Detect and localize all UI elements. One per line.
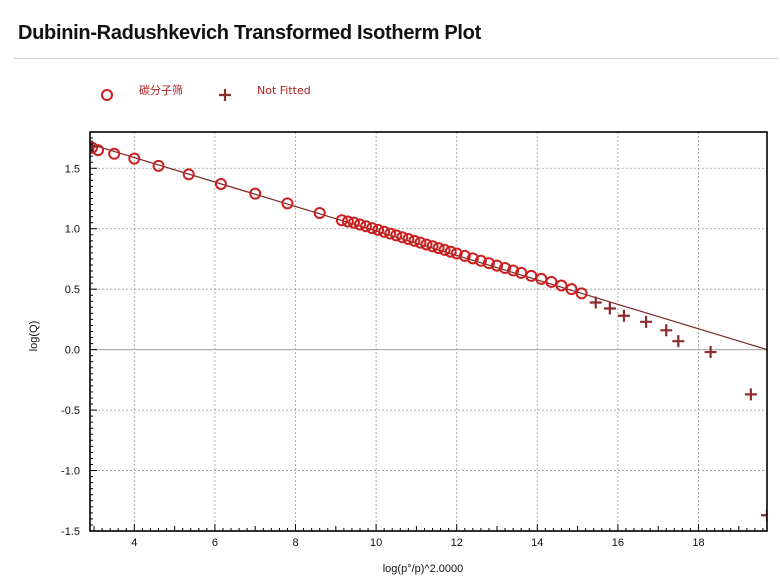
fitted-point[interactable] [378, 225, 391, 238]
fitted-point[interactable] [335, 214, 348, 227]
legend-label-fitted: 碳分子筛 [139, 83, 183, 97]
fitted-point[interactable] [360, 220, 373, 233]
fitted-point[interactable] [249, 187, 262, 200]
legend-entry-not-fitted[interactable]: Not Fitted [219, 84, 311, 101]
data-markers [90, 140, 773, 522]
y-tick-label: 0.0 [65, 345, 80, 357]
plot-background [90, 132, 767, 531]
x-tick-label: 10 [370, 537, 382, 549]
fitted-point[interactable] [152, 159, 165, 172]
fitted-point[interactable] [402, 233, 415, 246]
y-tick-label: -1.0 [61, 466, 80, 478]
fitted-point[interactable] [545, 275, 558, 288]
x-axis-ticks: 4 6 8 10 12 14 16 18 [93, 524, 764, 549]
fitted-point[interactable] [491, 259, 504, 272]
fitted-point[interactable] [499, 262, 512, 275]
fitted-point[interactable] [426, 240, 439, 253]
fitted-point[interactable] [182, 168, 195, 181]
title-divider [14, 58, 778, 59]
plot-area[interactable] [86, 131, 773, 532]
y-axis-ticks: -1.5 -1.0 -0.5 0.0 0.5 1.0 1.5 [61, 131, 97, 538]
not-fitted-point[interactable] [640, 315, 653, 328]
fitted-point[interactable] [482, 257, 495, 270]
fitted-point[interactable] [372, 223, 385, 236]
legend-circle-marker [101, 89, 113, 101]
not-fitted-point[interactable] [744, 388, 757, 401]
not-fitted-point[interactable] [617, 309, 630, 322]
fitted-point[interactable] [214, 177, 227, 190]
plus-marker-icon [219, 89, 231, 101]
fitted-point[interactable] [444, 245, 457, 258]
y-tick-label: 1.5 [65, 163, 80, 175]
fitted-point[interactable] [565, 283, 578, 296]
fitted-point[interactable] [281, 197, 294, 210]
fitted-point[interactable] [474, 254, 487, 267]
chart-legend: 碳分子筛 Not Fitted [101, 83, 311, 101]
not-fitted-point[interactable] [603, 302, 616, 315]
x-tick-label: 14 [531, 537, 543, 549]
fitted-point[interactable] [432, 242, 445, 255]
circle-marker-icon [101, 89, 113, 101]
x-tick-label: 8 [292, 537, 298, 549]
x-tick-label: 6 [212, 537, 218, 549]
fitted-point[interactable] [466, 252, 479, 265]
fitted-point[interactable] [313, 207, 326, 220]
fitted-point[interactable] [347, 216, 360, 229]
x-tick-label: 4 [131, 537, 137, 549]
y-tick-label: 1.0 [65, 224, 80, 236]
not-fitted-point[interactable] [761, 509, 773, 522]
y-axis-title: log(Q) [28, 321, 40, 352]
fitted-point[interactable] [420, 238, 433, 251]
y-tick-label: -0.5 [61, 405, 80, 417]
x-tick-label: 16 [612, 537, 624, 549]
fitted-point[interactable] [450, 247, 463, 260]
fitted-point[interactable] [108, 147, 121, 160]
fitted-point[interactable] [555, 279, 568, 292]
fitted-point[interactable] [458, 249, 471, 262]
x-axis-title: log(p°/p)^2.0000 [383, 563, 464, 575]
fitted-point[interactable] [366, 222, 379, 235]
fitted-point[interactable] [408, 234, 421, 247]
fitted-point[interactable] [390, 229, 403, 242]
fitted-point[interactable] [396, 231, 409, 244]
fitted-point[interactable] [353, 218, 366, 231]
y-tick-label: -1.5 [61, 526, 80, 538]
legend-label-not-fitted: Not Fitted [257, 84, 311, 97]
not-fitted-point[interactable] [672, 335, 685, 348]
fitted-point[interactable] [575, 287, 588, 300]
legend-plus-marker [219, 89, 231, 101]
fitted-point[interactable] [341, 215, 354, 228]
x-tick-label: 12 [451, 537, 463, 549]
not-fitted-point[interactable] [589, 296, 602, 309]
fitted-point[interactable] [128, 152, 141, 165]
x-tick-label: 18 [692, 537, 704, 549]
legend-entry-fitted[interactable]: 碳分子筛 [101, 83, 183, 101]
fitted-point[interactable] [414, 236, 427, 249]
fitted-point[interactable] [507, 264, 520, 277]
y-tick-label: 0.5 [65, 284, 80, 296]
page-title: Dubinin-Radushkevich Transformed Isother… [18, 22, 481, 44]
fitted-point[interactable] [384, 227, 397, 240]
fitted-point[interactable] [438, 243, 451, 256]
not-fitted-point[interactable] [660, 324, 673, 337]
not-fitted-point[interactable] [704, 346, 717, 359]
